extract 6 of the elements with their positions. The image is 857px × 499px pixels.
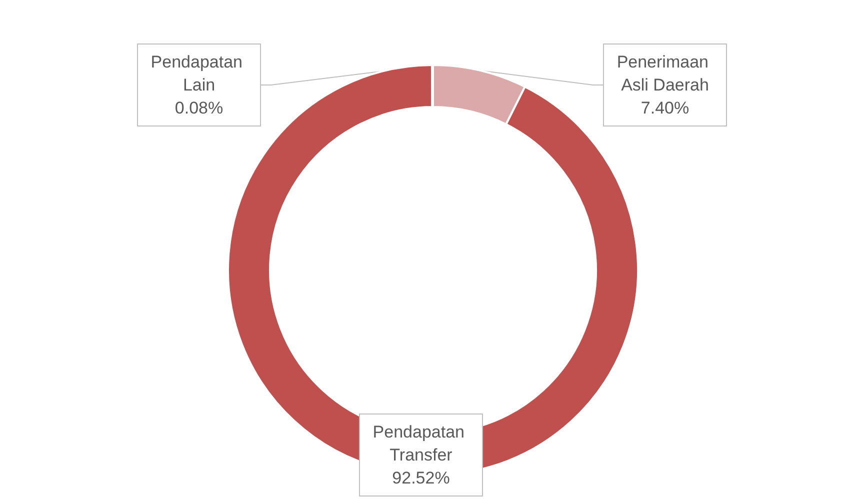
data-label: 92.52% [392,468,450,488]
data-label: 0.08% [174,98,224,118]
data-label: 7.40% [640,98,690,118]
slice-label: Pendapatan Lain [150,52,248,94]
slice-label: Pendapatan Transfer [372,422,470,464]
slice-label: Penerimaan Asli Daerah [616,52,714,94]
